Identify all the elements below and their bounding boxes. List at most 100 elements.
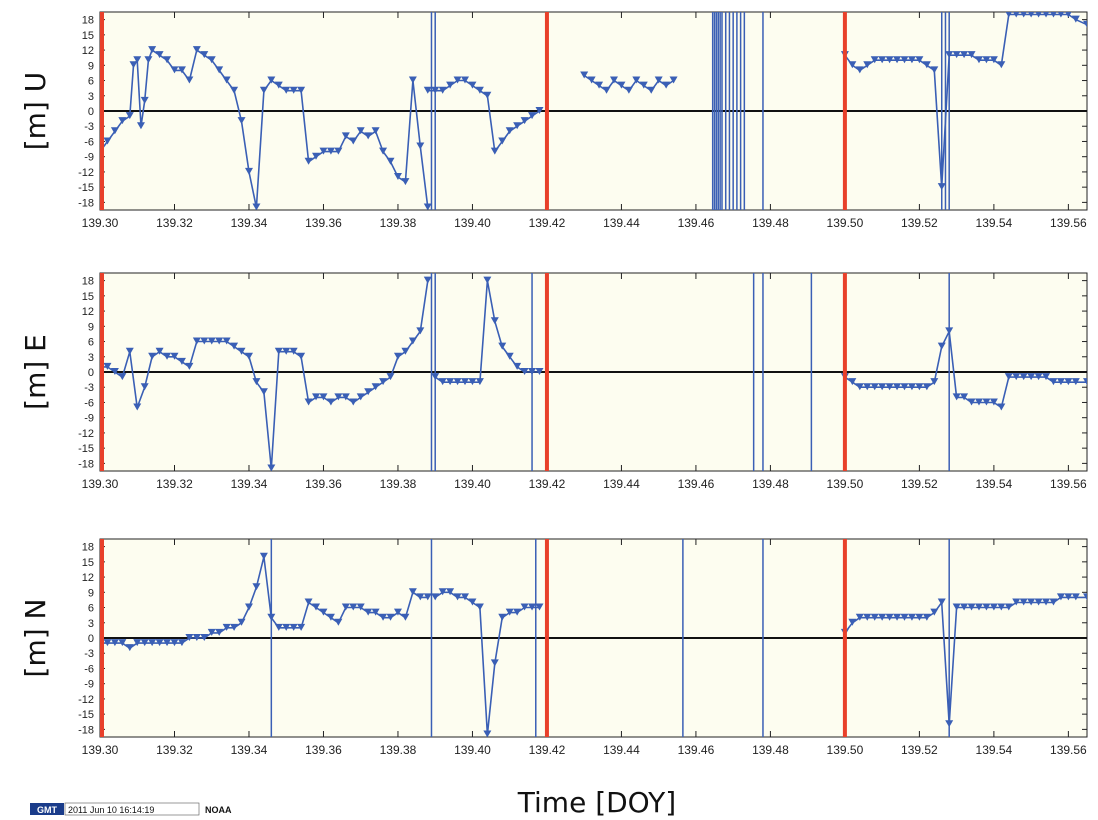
data-point xyxy=(893,613,902,621)
data-point xyxy=(937,342,946,350)
y-tick-label: 12 xyxy=(82,572,94,584)
data-point xyxy=(617,81,626,89)
data-point xyxy=(1042,598,1051,606)
data-point xyxy=(129,61,138,69)
data-point xyxy=(304,598,313,606)
data-point xyxy=(654,76,663,84)
data-point xyxy=(103,639,112,647)
data-point xyxy=(475,86,484,94)
data-point xyxy=(1004,373,1013,381)
data-point xyxy=(408,76,417,84)
data-point xyxy=(535,107,544,114)
data-point xyxy=(1019,598,1028,606)
data-point xyxy=(624,86,633,94)
data-point xyxy=(401,347,410,355)
x-tick-label: 139.50 xyxy=(827,216,864,230)
data-point xyxy=(922,61,931,69)
data-point xyxy=(125,644,134,652)
data-point xyxy=(144,56,153,64)
x-tick-label: 139.56 xyxy=(1050,216,1087,230)
data-point xyxy=(863,383,872,391)
data-point xyxy=(1064,378,1073,386)
y-tick-label: -18 xyxy=(78,197,94,209)
panel-data xyxy=(100,273,1087,471)
panel-data xyxy=(100,12,1087,210)
data-point xyxy=(133,639,142,647)
data-point xyxy=(215,628,224,636)
data-point xyxy=(259,552,268,560)
data-point xyxy=(118,639,127,647)
data-point xyxy=(401,178,410,186)
x-tick-label: 139.50 xyxy=(827,477,864,491)
x-tick-label: 139.44 xyxy=(603,743,640,757)
y-tick-label: 6 xyxy=(88,603,94,615)
data-point xyxy=(393,173,402,180)
data-point xyxy=(133,403,142,411)
data-point xyxy=(498,613,507,621)
y-tick-label: 15 xyxy=(82,291,94,303)
x-tick-label: 139.48 xyxy=(752,743,789,757)
data-point xyxy=(334,393,343,401)
y-tick-label: 0 xyxy=(88,633,94,645)
y-axis-label: [m] E xyxy=(19,334,52,410)
data-point xyxy=(356,603,365,611)
x-tick-label: 139.30 xyxy=(82,477,119,491)
data-point xyxy=(997,403,1006,411)
data-point xyxy=(386,613,395,621)
x-tick-label: 139.40 xyxy=(454,216,491,230)
x-tick-label: 139.32 xyxy=(156,477,193,491)
data-point xyxy=(1020,12,1027,18)
data-point xyxy=(282,623,291,631)
data-point xyxy=(297,86,306,94)
data-point xyxy=(371,127,380,135)
data-point xyxy=(922,383,931,391)
data-point xyxy=(513,608,522,616)
data-point xyxy=(483,730,492,737)
data-point xyxy=(416,142,425,150)
data-point xyxy=(528,603,537,611)
y-tick-label: -12 xyxy=(78,428,94,440)
data-point xyxy=(878,613,887,621)
data-point xyxy=(379,378,388,386)
data-point xyxy=(200,337,209,345)
data-point xyxy=(148,352,157,360)
data-point xyxy=(185,362,194,370)
data-point xyxy=(341,132,350,140)
y-tick-label: 9 xyxy=(88,60,94,72)
data-point xyxy=(483,91,492,99)
data-point xyxy=(185,76,194,84)
data-point xyxy=(207,337,216,345)
y-tick-label: -15 xyxy=(78,443,94,455)
data-point xyxy=(1035,12,1042,18)
data-point xyxy=(1027,12,1035,18)
data-point xyxy=(222,76,231,84)
data-point xyxy=(356,393,365,401)
data-point xyxy=(967,398,976,406)
data-point xyxy=(513,122,522,130)
plot-timestamp: 2011 Jun 10 16:14:19 xyxy=(68,805,154,815)
x-axis-label: Time [DOY] xyxy=(517,786,676,819)
y-tick-label: -18 xyxy=(78,724,94,736)
x-tick-label: 139.46 xyxy=(678,477,715,491)
data-point xyxy=(848,61,857,69)
data-point xyxy=(207,628,216,636)
data-point xyxy=(274,81,283,89)
data-point xyxy=(595,81,604,89)
data-point xyxy=(244,352,253,360)
data-point xyxy=(297,352,306,360)
data-point xyxy=(326,147,335,155)
data-point xyxy=(1057,12,1065,18)
data-point xyxy=(349,398,358,406)
data-point xyxy=(1012,598,1021,606)
data-point xyxy=(1056,378,1065,386)
data-point xyxy=(319,147,328,155)
data-point xyxy=(900,56,909,64)
data-point xyxy=(632,76,641,84)
x-tick-label: 139.32 xyxy=(156,743,193,757)
y-axis-label: [m] N xyxy=(19,599,52,678)
y-tick-label: -6 xyxy=(84,663,94,675)
data-point xyxy=(453,378,462,386)
data-point xyxy=(230,342,239,350)
data-point xyxy=(364,388,373,396)
data-point xyxy=(125,347,134,355)
